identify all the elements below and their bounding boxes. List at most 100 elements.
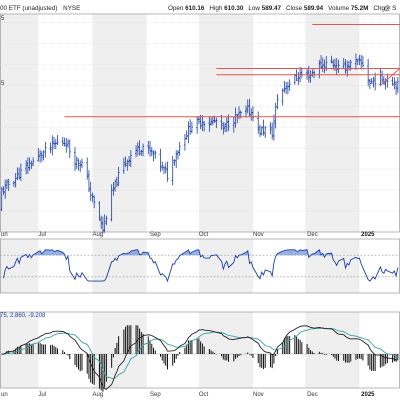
month-band (0, 239, 39, 293)
macd-histogram-bar (358, 354, 360, 359)
price-gridlines (0, 22, 400, 212)
macd-histogram-bar (62, 350, 64, 354)
price-bar (335, 58, 338, 76)
price-bar (30, 160, 33, 169)
price-bar (37, 147, 40, 162)
macd-histogram-bar (118, 336, 120, 354)
macd-histogram-bar (313, 352, 315, 354)
price-bar (175, 150, 178, 168)
price-bar (150, 147, 153, 157)
macd-histogram-bar (140, 331, 142, 354)
macd-histogram-bar (214, 353, 216, 354)
price-bar (162, 166, 166, 175)
price-bar (178, 141, 181, 156)
macd-histogram-bar (385, 354, 387, 365)
macd-histogram-bar (151, 343, 153, 354)
price-bar (257, 111, 260, 134)
x-axis-labels: un un Jul Jul Aug Aug Sep Sep Oct Oct Nov Nov Dec Dec… (1, 232, 375, 398)
price-bar (105, 215, 108, 226)
x-axis-label: Nov (253, 392, 264, 398)
price-bar (269, 122, 272, 135)
price-bar (117, 166, 120, 187)
macd-histogram-bar (332, 354, 334, 357)
macd-histogram-bar (369, 354, 371, 370)
macd-histogram-bar (37, 343, 39, 354)
month-band (0, 14, 39, 232)
price-bar (86, 157, 89, 180)
price-bar (7, 178, 10, 192)
macd-histogram-bar (142, 333, 144, 354)
macd-histogram-bar (276, 349, 278, 354)
macd-histogram-bar (86, 354, 88, 374)
price-bar (220, 114, 223, 130)
price-bar (361, 55, 365, 68)
macd-histogram-bar (76, 354, 78, 368)
price-bar (372, 76, 375, 88)
macd-histogram-bar (261, 354, 263, 368)
price-bar (210, 117, 213, 126)
price-bar (382, 76, 385, 85)
macd-histogram-bar (153, 347, 155, 354)
macd-histogram-bar (306, 344, 308, 354)
macd-panel (0, 325, 400, 392)
price-bar (2, 186, 5, 195)
price-bar (319, 55, 323, 70)
macd-histogram-bar (198, 338, 200, 354)
price-bar (223, 122, 227, 132)
ohlc-item-close: Close 589.94 (286, 5, 323, 12)
macd-histogram-bar (299, 340, 301, 354)
rsi-line (3, 249, 399, 283)
macd-histogram-bar (311, 351, 313, 354)
price-bar (171, 156, 174, 186)
price-bar (25, 160, 28, 175)
price-bar (309, 70, 312, 83)
macd-histogram-bar (301, 342, 303, 354)
price-bar (148, 140, 152, 157)
price-bar (337, 59, 340, 73)
price-bar (140, 149, 143, 157)
price-bar (40, 151, 43, 162)
price-bar (281, 88, 284, 106)
chart-title: 00 ETF (unadjusted) (0, 5, 58, 12)
ohlc-label: Low (248, 5, 262, 12)
rsi-overbought-fill (3, 249, 398, 256)
price-bar (283, 81, 286, 93)
x-axis-label: Aug (92, 232, 103, 238)
price-bar (32, 157, 35, 167)
macd-histogram-bar (381, 354, 383, 367)
price-bar (300, 67, 303, 78)
symbol-corner[interactable]: @ S (384, 3, 396, 15)
price-bar (199, 114, 202, 130)
x-axis-label: Oct (199, 232, 209, 238)
x-axis-label: Oct (199, 392, 209, 398)
macd-histogram-bar (139, 328, 141, 354)
macd-histogram-bar (264, 354, 266, 368)
macd-histogram-bar (104, 354, 106, 388)
macd-histogram-bar (247, 352, 249, 354)
macd-histogram-bar (371, 354, 373, 371)
macd-histogram-bar (372, 354, 374, 371)
x-axis-label: Sep (150, 392, 161, 398)
macd-histogram-bar (226, 354, 228, 361)
macd-histogram-bar (114, 347, 116, 354)
price-bar (112, 182, 115, 196)
ohlc-item-open: Open 610.16 (168, 5, 204, 12)
macd-histogram-bar (112, 354, 114, 358)
price-bar (203, 120, 206, 132)
price-bar (63, 137, 66, 147)
macd-histogram-bar (88, 354, 90, 379)
price-bar (201, 115, 204, 132)
price-bar (89, 181, 92, 201)
ohlc-item-high: High 610.30 (209, 5, 243, 12)
price-bar (248, 98, 251, 117)
macd-histogram-bar (393, 354, 395, 362)
macd-histogram-bar (149, 340, 151, 354)
macd-line (1, 325, 398, 390)
macd-histogram-bar (187, 340, 189, 354)
price-bar (129, 150, 132, 168)
macd-histogram-bar (55, 347, 57, 354)
x-axis-label: Jul (38, 232, 46, 238)
price-bar (222, 122, 225, 135)
